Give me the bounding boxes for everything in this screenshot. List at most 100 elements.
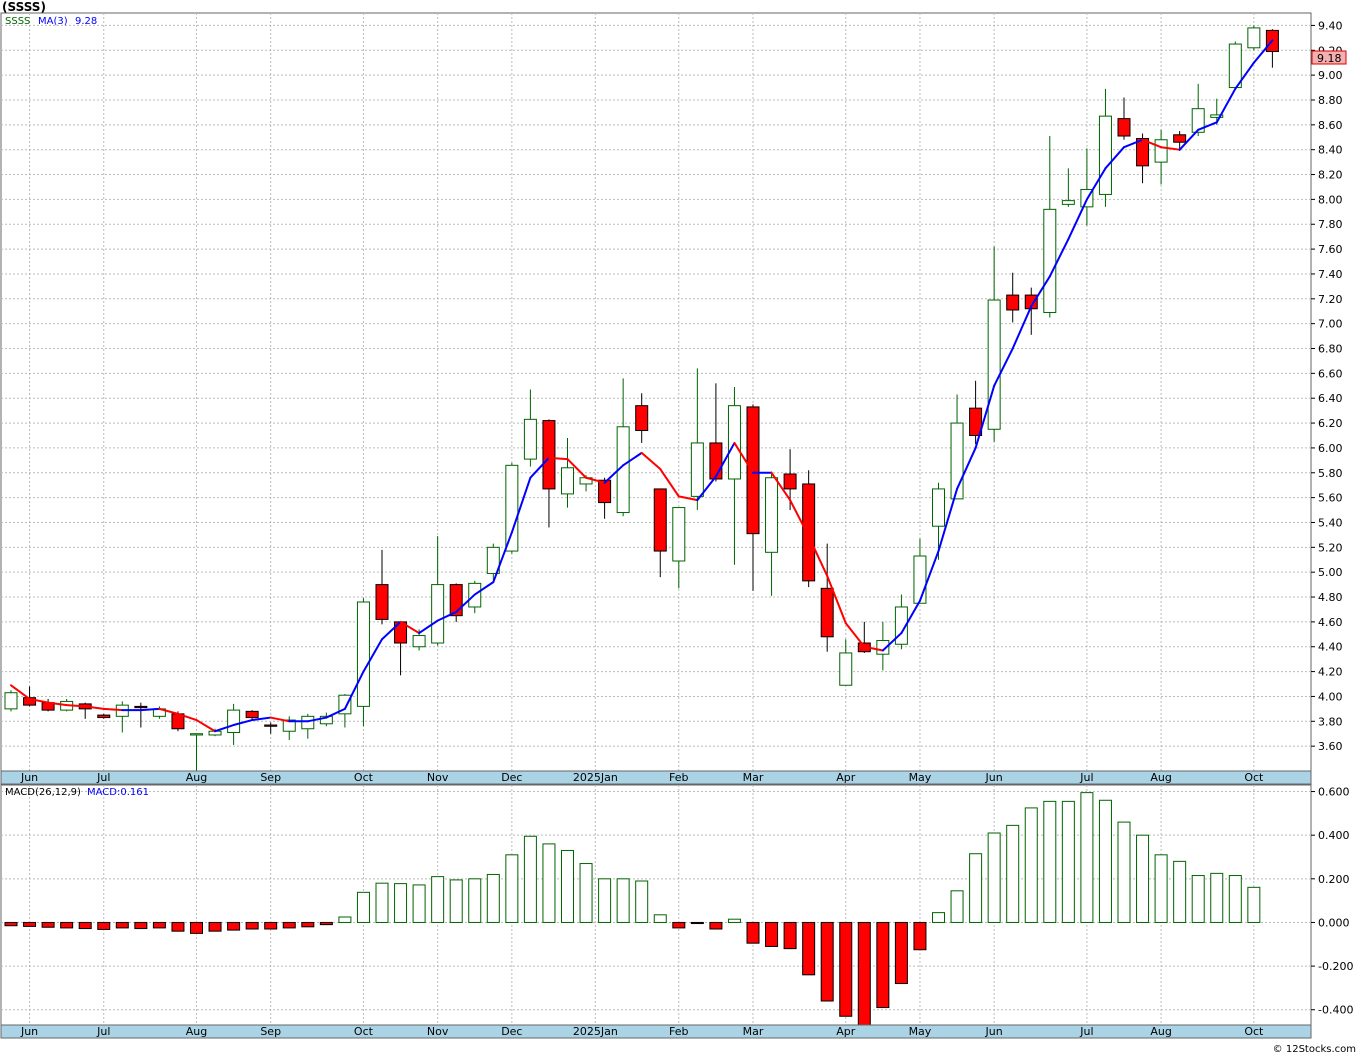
macd-bar-positive <box>394 883 408 923</box>
macd-x-axis: Jun Jul Aug Sep Oct Nov Dec 2025Jan Feb Mar Apr May… <box>20 1025 1264 1038</box>
price-y-tick-label: 8.20 <box>1318 169 1343 182</box>
macd-bar-positive <box>505 854 519 923</box>
ma-segment <box>139 707 161 712</box>
macd-bar-negative <box>282 921 296 929</box>
candle-body <box>1247 27 1261 49</box>
candle-body <box>839 652 853 686</box>
macd-bar-positive <box>542 843 556 923</box>
candle-down <box>783 449 797 511</box>
macd-bar-positive <box>727 918 741 923</box>
price-x-tick-label: Jun <box>20 771 38 784</box>
ma-segment <box>1160 146 1181 151</box>
candle-up <box>356 598 370 727</box>
ma-segment <box>714 441 736 478</box>
price-x-tick-label: Feb <box>669 771 688 784</box>
macd-bar-negative <box>78 921 92 930</box>
candle-body <box>1210 114 1224 118</box>
candle-body <box>523 418 537 460</box>
macd-y-tick-label: 0.200 <box>1318 873 1350 886</box>
macd-y-axis: -0.400 -0.200 0.000 0.200 0.400 0.600 <box>1311 786 1353 1017</box>
candle-up <box>505 462 519 554</box>
ma-segment <box>343 670 365 710</box>
ma-segment <box>214 724 235 733</box>
candle-down <box>746 404 760 591</box>
macd-bar-positive <box>635 880 649 923</box>
candle-body <box>505 464 519 552</box>
candle-up <box>839 639 853 686</box>
ma-segment <box>1085 167 1107 201</box>
candle-body <box>542 420 556 490</box>
candle-body <box>820 587 834 638</box>
candle-body <box>672 507 686 562</box>
price-x-tick-label: Nov <box>427 771 449 784</box>
macd-value-legend: MACD:0.161 <box>87 787 149 798</box>
price-panel-frame <box>0 12 1312 772</box>
price-y-tick-label: 5.00 <box>1318 566 1343 579</box>
macd-bar-negative <box>245 921 259 930</box>
ma-segment <box>436 610 458 622</box>
macd-x-tick-label: Apr <box>836 1025 856 1038</box>
candle-body <box>486 546 500 574</box>
candle-down <box>969 380 983 445</box>
macd-x-tick-label: Aug <box>186 1025 207 1038</box>
price-y-tick-label: 7.00 <box>1318 318 1343 331</box>
ma-segment <box>510 476 532 534</box>
ma-segment <box>918 550 940 602</box>
candle-body <box>1098 115 1112 195</box>
price-x-tick-label: Mar <box>743 771 764 784</box>
ma-segment <box>1067 198 1088 241</box>
macd-bar-negative <box>802 921 816 976</box>
ma-segment <box>1141 138 1163 149</box>
macd-bar-positive <box>1136 834 1150 923</box>
price-y-tick-label: 3.60 <box>1318 740 1343 753</box>
candle-body <box>97 714 111 719</box>
candle-body <box>765 477 779 553</box>
candle-up <box>765 471 779 596</box>
macd-x-axis-bar <box>0 1024 1312 1039</box>
macd-bar-negative <box>672 921 686 929</box>
candle-down <box>542 419 556 528</box>
ma-segment <box>622 451 643 467</box>
ma-legend: MA(3) <box>38 16 68 27</box>
price-y-tick-label: 7.80 <box>1318 218 1343 231</box>
price-y-tick-label: 7.60 <box>1318 243 1343 256</box>
macd-bar-negative <box>857 921 871 1026</box>
price-y-tick-label: 6.80 <box>1318 343 1343 356</box>
macd-bar-negative <box>709 921 723 930</box>
macd-bar-positive <box>468 878 482 923</box>
macd-y-tick-label: -0.400 <box>1318 1004 1353 1017</box>
price-y-tick-label: 4.60 <box>1318 616 1343 629</box>
candle-body <box>431 584 445 644</box>
ma-segment <box>1252 39 1274 64</box>
ma-segment <box>399 620 421 635</box>
ma-segment <box>826 574 847 625</box>
ma-segment <box>102 707 124 712</box>
macd-bar-positive <box>1024 807 1038 923</box>
price-y-tick-label: 5.80 <box>1318 467 1343 480</box>
candle-body <box>913 555 927 604</box>
macd-x-tick-label: Dec <box>501 1025 522 1038</box>
macd-bar-positive <box>1247 886 1261 923</box>
price-x-tick-label: Oct <box>1244 771 1264 784</box>
macd-x-tick-label: May <box>909 1025 932 1038</box>
price-x-tick-label: Jun <box>985 771 1003 784</box>
ma-segment <box>900 599 921 635</box>
macd-bar-positive <box>431 876 445 923</box>
price-y-axis: 3.60 3.80 4.00 4.20 4.40 4.60 4.80 5.00 5.20 5.40… <box>1311 19 1343 753</box>
macd-bar-negative <box>301 921 315 928</box>
price-ma-line <box>10 39 1274 733</box>
candle-body <box>301 715 315 730</box>
price-candles <box>4 25 1279 771</box>
ma-segment <box>1030 275 1051 308</box>
ma-segment <box>1197 121 1218 131</box>
macd-y-tick-label: 0.000 <box>1318 916 1350 929</box>
candle-body <box>653 488 667 552</box>
candle-body <box>23 697 37 706</box>
macd-bar-negative <box>839 921 853 1017</box>
ma-segment <box>529 456 550 479</box>
macd-x-tick-label: Nov <box>427 1025 449 1038</box>
price-y-tick-label: 5.60 <box>1318 492 1343 505</box>
price-x-tick-label: Aug <box>1150 771 1171 784</box>
macd-x-tick-label: Jul <box>1079 1025 1093 1038</box>
